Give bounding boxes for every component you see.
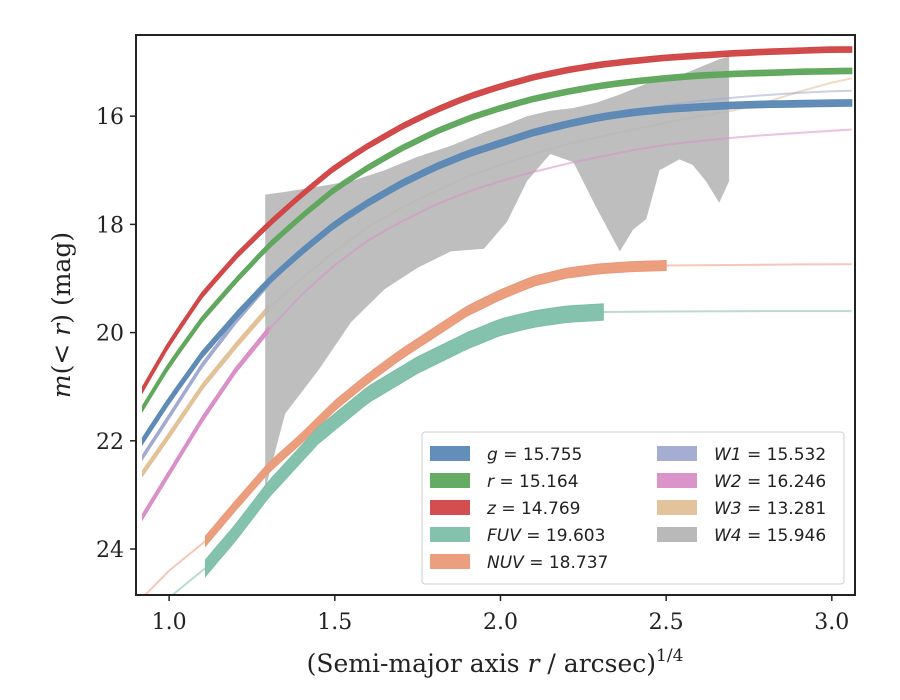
legend-item-w4: W4 = 15.946 [657,526,826,546]
y-axis-title: m(< r) (mag) [47,232,76,398]
series-w2-band [142,325,270,522]
series-w2 [141,128,852,522]
y-tick-label: 18 [96,213,124,238]
legend-item-fuv: FUV = 19.603 [430,526,605,546]
y-tick-label: 24 [96,538,124,563]
series-w4 [265,56,730,490]
legend-item-g: g = 15.755 [430,445,582,465]
legend-label-r: r = 15.164 [487,472,579,492]
x-tick-label: 3.0 [814,610,849,635]
legend-item-r: r = 15.164 [430,472,579,492]
legend: g = 15.755 r = 15.164 z = 14.769 FUV = 19.6… [421,431,845,585]
legend-item-w1: W1 = 15.532 [657,445,826,465]
series-z [141,46,853,395]
legend-label-z: z = 14.769 [486,499,580,519]
series-layer [141,46,853,595]
series-g-band [142,99,853,447]
y-tick-label: 20 [96,322,124,347]
series-nuv [143,259,852,595]
x-axis-title: (Semi-major axis r / arcsec)1/4 [307,646,684,678]
legend-label-g: g = 15.755 [487,445,582,465]
x-tick-label: 2.0 [483,610,518,635]
legend-label-w4: W4 = 15.946 [714,526,826,546]
legend-swatch-z [430,500,470,515]
legend-swatch-fuv [430,527,470,542]
y-tick-label: 22 [96,430,124,455]
legend-label-w1: W1 = 15.532 [714,445,826,465]
plot-frame [135,34,856,596]
series-w1-band [142,280,270,462]
series-w4-band [265,56,730,490]
x-axis-exponent: 1/4 [656,646,683,666]
series-r [141,67,853,414]
series-z-band [142,46,853,395]
series-g [141,99,853,447]
y-tick-label: 16 [96,105,124,130]
legend-item-w3: W3 = 13.281 [657,499,826,519]
legend-label-fuv: FUV = 19.603 [487,526,605,546]
series-r-band [142,67,853,414]
series-fuv-band [205,303,604,578]
legend-swatch-w3 [657,500,697,515]
series-nuv-band [205,259,667,548]
ticks-layer: 1.0 1.5 2.0 2.5 3.0 16 18 20 22 24 [96,105,849,635]
legend-swatch-w1 [657,446,697,461]
series-fuv [170,303,852,595]
legend-label-w2: W2 = 16.246 [714,472,826,492]
legend-swatch-w4 [657,527,697,542]
series-r-extrapolation [141,69,852,409]
legend-label-nuv: NUV = 18.737 [487,553,608,573]
legend-label-w3: W3 = 13.281 [714,499,826,519]
legend-swatch-w2 [657,473,697,488]
x-tick-label: 1.5 [317,610,352,635]
legend-swatch-g [430,446,470,461]
x-tick-label: 1.0 [152,610,187,635]
legend-box [421,431,845,585]
legend-swatch-nuv [430,554,470,569]
legend-swatch-r [430,473,470,488]
x-tick-label: 2.5 [649,610,684,635]
series-w3-band [142,303,270,478]
legend-item-w2: W2 = 16.246 [657,472,826,492]
legend-item-nuv: NUV = 18.737 [430,553,608,573]
legend-item-z: z = 14.769 [430,499,580,519]
